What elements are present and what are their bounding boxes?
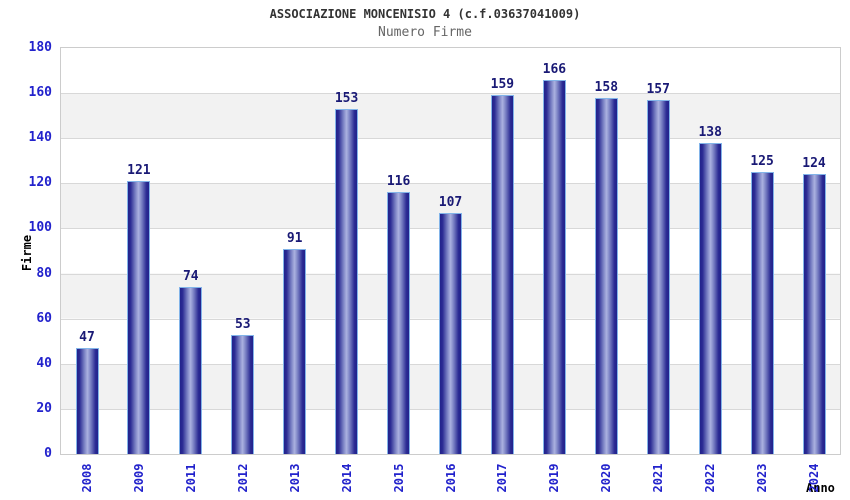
x-tick-label: 2020 [599,463,614,493]
x-tick-label: 2008 [80,463,94,493]
bar-2022 [698,142,722,454]
chart-title: ASSOCIAZIONE MONCENISIO 4 (c.f.036370410… [269,7,581,21]
bar-value-label: 166 [542,61,567,77]
y-tick-label: 120 [28,175,52,191]
bar-2015 [387,192,411,454]
bar-2021 [646,99,670,454]
bar-value-label: 53 [234,316,251,332]
bar-2008 [75,348,99,454]
y-tick-label: 80 [36,265,52,281]
x-tick-label: 2019 [547,463,562,493]
bar-value-label: 125 [750,154,774,170]
x-tick-label: 2012 [235,463,250,493]
y-tick-label: 60 [36,310,52,326]
x-tick-label: 2011 [183,463,198,493]
y-tick-label: 140 [28,130,52,146]
x-tick-label: 2016 [443,463,458,493]
x-tick-label: 2014 [339,463,354,493]
bar-value-label: 91 [286,230,303,246]
y-tick-label: 40 [36,355,52,371]
y-tick-label: 100 [28,220,52,236]
bar-value-label: 157 [646,81,670,97]
bar-2017 [490,95,514,454]
bar-value-label: 47 [79,330,95,345]
bar-2009 [127,181,151,454]
bar-2024 [802,174,826,454]
bar-value-label: 107 [438,194,463,210]
x-tick-label: 2013 [287,463,302,493]
bar-value-label: 159 [490,77,515,93]
bar-value-label: 153 [334,90,359,106]
x-tick-label: 2024 [807,463,821,493]
x-tick-label: 2023 [755,463,770,493]
bar-2013 [283,248,307,454]
bar-2011 [179,287,203,454]
bar-2012 [231,334,255,454]
bar-2016 [439,212,462,454]
bar-value-label: 138 [698,124,722,140]
bar-value-label: 74 [182,269,199,285]
bar-2014 [335,108,359,454]
gridline-y-160 [61,93,840,95]
gridline-y-120 [61,183,840,185]
bar-value-label: 121 [127,163,151,179]
x-tick-label: 2021 [651,463,666,493]
bar-value-label: 116 [386,174,411,190]
bar-value-label: 158 [594,79,619,95]
y-tick-label: 160 [28,85,52,101]
x-tick-label: 2015 [391,463,406,493]
y-tick-label: 180 [28,40,52,55]
x-axis-title: Anno [806,481,835,495]
bar-2020 [594,97,618,454]
x-tick-label: 2009 [131,463,146,493]
bar-value-label: 124 [802,156,826,172]
plot-area: 47 121 74 53 91 153 116 107 159 166 158 157 138 125 12… [60,47,841,455]
chart-subtitle: Numero Firme [378,25,472,40]
y-tick-label: 20 [36,400,52,416]
bar-2023 [750,172,774,454]
y-tick-label: 0 [44,446,52,461]
x-tick-label: 2022 [703,463,718,493]
gridline-y-140 [61,138,840,140]
bar-2019 [542,79,566,454]
x-tick-label: 2017 [495,463,510,493]
